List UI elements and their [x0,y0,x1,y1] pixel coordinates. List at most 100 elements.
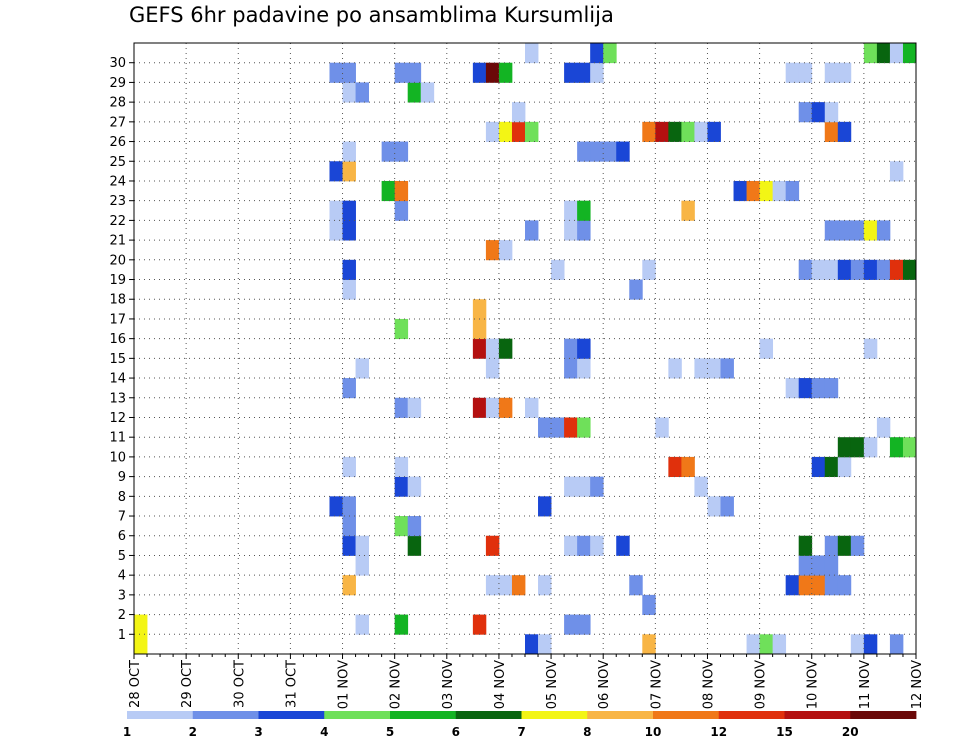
heatmap-cell [590,535,604,556]
heatmap-cell [564,417,578,438]
colorbar-label: 15 [776,725,793,739]
heatmap-cell [837,220,852,241]
heatmap-cell [642,259,656,280]
heatmap-cell [551,417,565,438]
heatmap-cell [590,141,604,162]
y-tick-label: 18 [109,293,126,308]
heatmap-cell [746,634,760,655]
y-axis: 1234567891011121314151617181920212223242… [109,56,134,643]
colorbar-swatch [127,711,194,719]
heatmap-cell [355,358,369,379]
heatmap-cell [355,614,369,635]
heatmap-cell [629,279,643,300]
heatmap-cell [759,338,774,359]
heatmap-cell [577,62,591,83]
heatmap-cell [785,378,800,399]
heatmap-cell [134,614,148,635]
heatmap-cell [394,318,409,340]
heatmap-cell [681,456,695,478]
heatmap-cell [798,535,813,556]
colorbar-swatch [390,711,457,719]
y-tick-label: 1 [118,628,126,643]
heatmap-cell [720,496,734,517]
heatmap-cell [837,121,852,142]
heatmap-cell [394,141,409,162]
heatmap-cell [863,259,878,280]
heatmap-cell [772,180,787,202]
heatmap-cell [876,259,891,280]
heatmap-cell [407,62,422,83]
y-tick-label: 8 [118,490,126,505]
y-tick-label: 10 [109,450,126,465]
heatmap-cell [759,634,774,655]
colorbar-label: 4 [320,725,328,739]
x-tick-label: 01 NOV [337,660,352,709]
y-tick-label: 7 [118,510,126,525]
heatmap-cell [642,634,656,655]
heatmap-cell [342,220,356,241]
heatmap-cell [342,456,356,478]
heatmap-cell [902,259,917,280]
heatmap-cell [381,141,396,162]
colorbar-swatch [850,711,917,719]
heatmap-cell [616,535,630,556]
heatmap-cell [511,121,526,142]
heatmap-cell [511,575,526,596]
y-tick-label: 12 [109,411,126,426]
y-tick-label: 9 [118,470,126,485]
x-tick-label: 04 NOV [493,660,508,709]
heatmap-cell [511,102,526,123]
heatmap-cell [876,417,891,438]
colorbar-swatch [718,711,785,719]
heatmap-cell [485,575,500,596]
heatmap-cell [525,397,539,418]
heatmap-cell [590,476,604,497]
x-tick-label: 06 NOV [597,660,612,709]
heatmap-cell [798,62,813,83]
heatmap-cell [902,437,917,458]
heatmap-cell [681,121,695,142]
heatmap-cell [485,358,500,379]
heatmap-cell [342,141,356,162]
x-tick-label: 12 NOV [910,660,925,709]
heatmap-cell [577,535,591,556]
heatmap-cell [889,161,904,182]
heatmap-cell [733,180,747,202]
heatmap-cell [394,180,409,202]
heatmap-cell [134,634,148,655]
heatmap-cell [342,575,356,596]
heatmap-cell [472,338,487,359]
y-tick-label: 20 [109,253,126,268]
heatmap-cell [720,358,734,379]
heatmap-cell [850,437,865,458]
heatmap-cell [485,62,500,83]
heatmap-cell [472,318,487,340]
heatmap-cell [564,614,578,635]
y-tick-label: 29 [109,76,126,91]
heatmap-cell [863,338,878,359]
heatmap-cell [863,43,878,64]
heatmap-cell [668,456,682,478]
heatmap-cell [811,259,826,280]
heatmap-cell [342,62,356,83]
colorbar-swatch [587,711,654,719]
heatmap-cell [603,43,617,64]
heatmap-cell [394,62,409,83]
y-tick-label: 23 [109,194,126,209]
heatmap-cell [564,220,578,241]
heatmap-cell [394,456,409,478]
colorbar-swatch [258,711,325,719]
heatmap-cell [577,476,591,497]
heatmap-cell [342,200,356,221]
heatmap-cell [342,82,356,103]
heatmap-cell [811,456,826,478]
heatmap-cell [902,43,917,64]
heatmap-cell [525,634,539,655]
y-tick-label: 15 [109,352,126,367]
heatmap-cell [381,180,396,202]
x-tick-label: 08 NOV [701,660,716,709]
heatmap-cell [668,121,682,142]
heatmap-cell [837,456,852,478]
heatmap-cell [407,535,422,556]
x-axis: 28 OCT 29 OCT 30 OCT 31 OCT 01 NOV 02 NOV 03 N… [128,654,925,709]
